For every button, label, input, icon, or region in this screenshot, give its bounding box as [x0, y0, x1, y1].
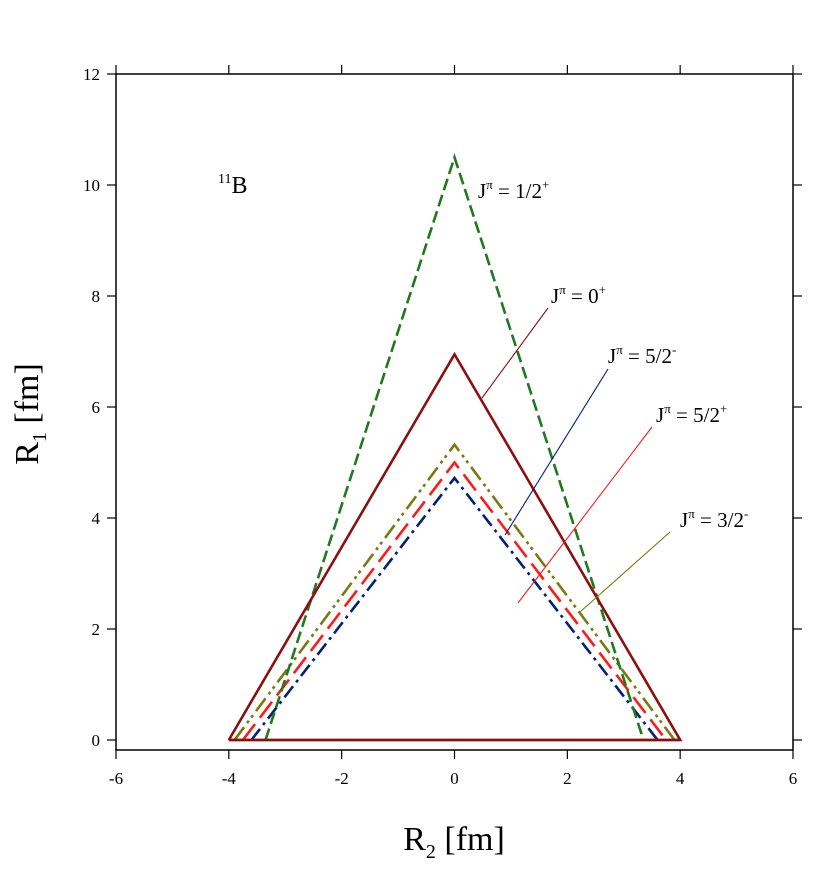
x-tick-label: 4: [676, 769, 685, 788]
axis-ticks: -6 -4 -2 0 2 4 6 0 2 4 6 8 10 12: [83, 65, 802, 788]
x-tick-label: -6: [109, 769, 123, 788]
series-label-leader: [504, 368, 609, 536]
y-tick-label: 2: [92, 620, 101, 639]
x-tick-label: -2: [335, 769, 349, 788]
y-tick-label: 12: [83, 65, 100, 84]
y-tick-label: 0: [92, 731, 101, 750]
series-line: [241, 460, 668, 741]
series-label-leader: [517, 426, 653, 604]
series-label: Jπ = 0+: [551, 282, 606, 308]
y-tick-label: 8: [92, 287, 101, 306]
leader-lines: [481, 307, 671, 613]
x-tick-label: 6: [789, 769, 798, 788]
annotations: Jπ = 1/2+ Jπ = 0+ Jπ = 5/2- Jπ = 5/2+ Jπ = 3…: [9, 172, 748, 863]
series-label: Jπ = 3/2-: [680, 506, 748, 532]
y-axis-title: R1 [fm]: [9, 363, 51, 465]
y-tick-label: 4: [92, 509, 101, 528]
x-axis-title: R2 [fm]: [403, 821, 505, 863]
series-label: Jπ = 5/2+: [656, 401, 727, 427]
series-line: [250, 475, 659, 741]
nucleus-label: 11B: [218, 172, 248, 199]
series-label: Jπ = 1/2+: [478, 177, 549, 203]
series-line: [233, 442, 676, 741]
y-tick-label: 10: [83, 176, 100, 195]
x-tick-label: 0: [450, 769, 459, 788]
series-label: Jπ = 5/2-: [608, 342, 676, 368]
plot-series: [227, 153, 683, 742]
series-line: [264, 153, 645, 741]
x-tick-label: 2: [563, 769, 572, 788]
y-tick-label: 6: [92, 398, 101, 417]
series-label-leader: [579, 531, 671, 613]
x-tick-label: -4: [222, 769, 237, 788]
series-label-leader: [481, 307, 549, 399]
